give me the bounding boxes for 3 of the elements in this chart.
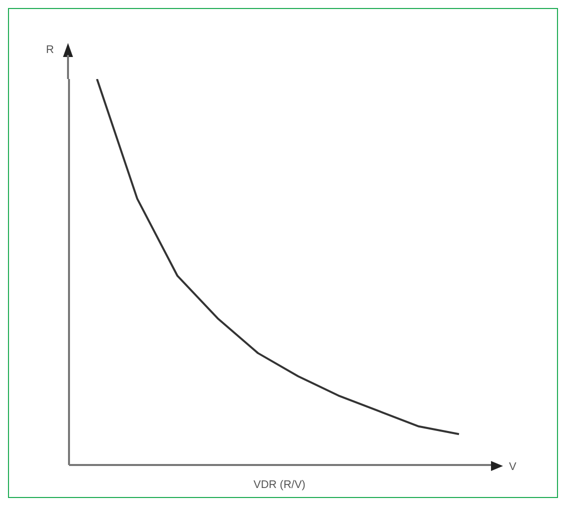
y-axis-title: R	[46, 44, 54, 56]
text: VDR (R/V)	[254, 479, 306, 491]
x-axis-title: V	[509, 461, 517, 473]
